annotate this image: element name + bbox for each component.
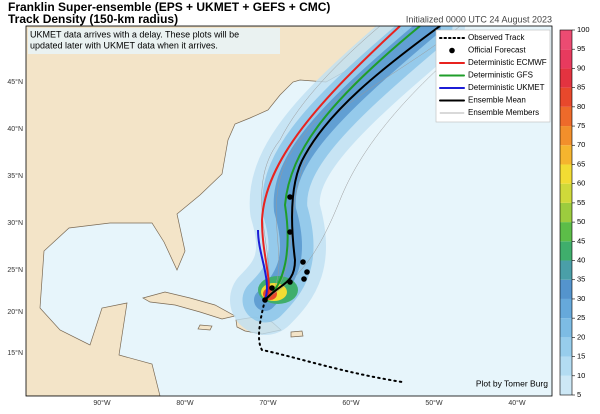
map-frame [25,25,553,397]
note-box [28,28,280,54]
legend-label: Deterministic ECMWF [468,58,547,67]
colorbar-bin [560,337,572,357]
colorbar-tick-label: 55 [577,198,585,207]
colorbar-frame [559,29,573,396]
longitude-label: 90°W [93,399,111,407]
latitude-label: 40°N [7,125,23,133]
colorbar-bin [560,318,572,338]
colorbar-tick-label: 30 [577,294,585,303]
deterministic-tracks [257,26,441,301]
observed-track [257,299,403,383]
subtitle: Track Density (150-km radius) [8,12,178,26]
cuba [142,291,236,320]
colorbar-tick-label: 70 [577,140,585,149]
colorbar-tick-label: 15 [577,352,585,361]
colorbar-tick-label: 5 [577,390,581,399]
legend-label: Ensemble Mean [468,96,526,105]
legend-swatch [449,47,455,54]
colorbar-tick-label: 40 [577,256,585,265]
colorbar-bin [560,222,572,242]
colorbar-bin [560,298,572,319]
legend-label: Observed Track [468,33,525,42]
latitude-label: 20°N [7,308,23,316]
legend-label: Ensemble Members [468,108,539,117]
islands [197,324,304,338]
colorbar-bin [560,126,572,146]
longitude-label: 50°W [425,399,443,407]
colorbar-tick-label: 100 [577,25,590,34]
colorbar-bin [560,356,572,376]
note-line: updated later with UKMET data when it ar… [30,40,218,50]
colorbar-bin [560,241,572,261]
longitude-label: 40°W [508,399,526,407]
colorbar-tick-label: 50 [577,217,585,226]
latitude-label: 15°N [7,349,23,357]
colorbar-tick-label: 80 [577,102,585,111]
latitude-label: 25°N [7,266,23,274]
colorbar-bin [560,106,572,127]
colorbar-bin [560,183,572,203]
legend-label: Deterministic GFS [468,71,533,80]
colorbar-bin [560,164,572,184]
colorbar-tick-label: 45 [577,236,585,245]
credit: Plot by Tomer Burg [476,378,548,388]
colorbar-tick-label: 90 [577,63,585,72]
legend: Observed Track Official Forecast Determini… [439,33,547,117]
axes: 90°W 80°W 70°W 60°W 50°W 40°W 45°N 40°N 35°N 30°N… [7,78,526,407]
colorbar-bin [560,260,572,280]
colorbar-tick-label: 35 [577,275,585,284]
longitude-label: 70°W [259,399,277,407]
longitude-label: 60°W [342,399,360,407]
colorbar-tick-label: 25 [577,313,585,322]
title: Franklin Super-ensemble (EPS + UKMET + G… [8,0,330,14]
colorbar-bin [560,202,572,223]
colorbar-tick-label: 85 [577,83,585,92]
map [26,26,552,396]
colorbar-tick-label: 95 [577,44,585,53]
latitude-label: 45°N [7,78,23,86]
colorbar-bin [560,30,572,50]
initialized: Initialized 0000 UTC 24 August 2023 [406,14,552,24]
colorbar-bin [560,279,572,299]
longitude-label: 80°W [176,399,194,407]
colorbar-tick-label: 20 [577,332,585,341]
colorbar-bin [560,375,572,395]
colorbar-bin [560,145,572,165]
colorbar-bin [560,68,572,88]
colorbar: 5 10 15 20 25 30 35 40 45 50 55 60 65 70 75 80 85 90 95 100 [559,25,590,399]
latitude-label: 30°N [7,219,23,227]
colorbar-tick-label: 65 [577,159,585,168]
latitude-label: 35°N [7,172,23,180]
colorbar-bin [560,49,572,69]
note-line: UKMET data arrives with a delay. These p… [30,29,239,39]
colorbar-tick-label: 60 [577,179,585,188]
colorbar-bin [560,87,572,107]
colorbar-tick-label: 75 [577,121,585,130]
official-forecast [262,194,310,303]
legend-label: Deterministic UKMET [468,83,545,92]
legend-label: Official Forecast [468,46,526,55]
colorbar-tick-label: 10 [577,371,585,380]
